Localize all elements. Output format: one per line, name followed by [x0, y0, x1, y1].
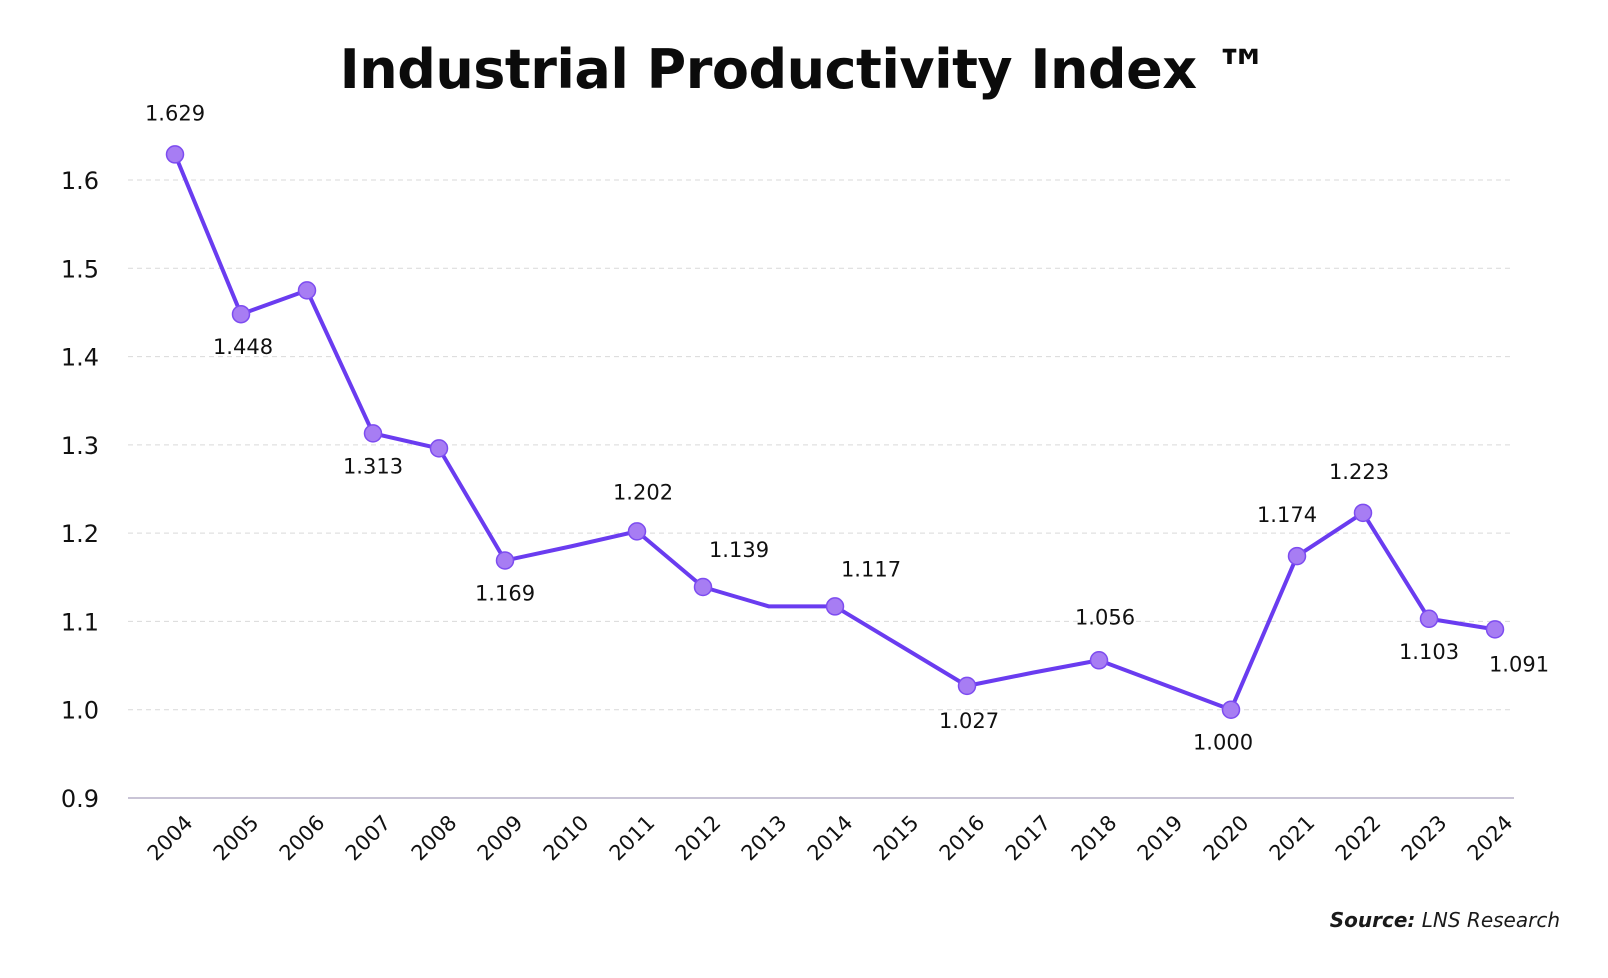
- y-tick-label: 1.6: [61, 167, 99, 195]
- data-label: 1.169: [475, 582, 535, 606]
- y-tick-label: 1.1: [61, 608, 99, 636]
- x-tick-label: 2015: [869, 811, 924, 866]
- x-axis-ticks: 2004 2005 2006 2007 2008 2009 2010 2011 2012 2013…: [143, 811, 1518, 866]
- x-tick-label: 2009: [473, 811, 528, 866]
- data-point: [957, 676, 977, 696]
- y-tick-label: 1.0: [61, 697, 99, 725]
- y-axis-ticks: 1.6 1.5 1.4 1.3 1.2 1.1 1.0 0.9: [61, 167, 99, 813]
- data-point: [363, 424, 383, 443]
- data-label: 1.313: [343, 454, 403, 478]
- x-tick-label: 2004: [143, 811, 198, 866]
- x-tick-label: 2016: [935, 811, 990, 866]
- data-label: 1.117: [841, 557, 901, 581]
- x-tick-label: 2023: [1397, 811, 1452, 866]
- data-point: [1353, 503, 1373, 523]
- x-tick-label: 2019: [1133, 811, 1188, 866]
- x-tick-label: 2020: [1199, 811, 1254, 866]
- data-label: 1.448: [213, 335, 273, 359]
- data-label: 1.223: [1329, 460, 1389, 484]
- x-tick-label: 2021: [1265, 811, 1320, 866]
- data-point: [165, 145, 185, 164]
- x-tick-label: 2007: [341, 811, 396, 866]
- y-tick-label: 1.4: [61, 344, 99, 372]
- x-tick-label: 2010: [539, 811, 594, 866]
- x-tick-label: 2024: [1463, 811, 1518, 866]
- source-text: LNS Research: [1421, 908, 1560, 932]
- data-point: [825, 597, 845, 616]
- data-label: 1.027: [939, 709, 999, 733]
- x-tick-label: 2017: [1001, 811, 1056, 866]
- data-label: 1.139: [709, 538, 769, 562]
- data-points: [165, 145, 1505, 719]
- data-label: 1.103: [1399, 640, 1459, 664]
- y-tick-label: 1.3: [61, 432, 99, 460]
- source-note: Source: LNS Research: [1330, 908, 1560, 932]
- data-point: [495, 551, 515, 570]
- data-point: [297, 281, 317, 300]
- x-tick-label: 2012: [671, 811, 726, 866]
- data-label: 1.202: [613, 480, 673, 504]
- source-label: Source:: [1329, 908, 1416, 932]
- x-tick-label: 2014: [803, 811, 858, 866]
- data-label: 1.629: [145, 101, 205, 125]
- data-label: 1.000: [1193, 731, 1253, 755]
- data-point: [627, 522, 647, 541]
- data-label: 1.056: [1075, 605, 1135, 629]
- x-tick-label: 2005: [209, 811, 264, 866]
- data-labels: 1.629 1.448 1.313 1.169 1.202 1.139 1.117 1.027…: [145, 101, 1549, 754]
- data-label: 1.091: [1489, 652, 1549, 676]
- y-tick-label: 0.9: [61, 785, 99, 813]
- data-label: 1.174: [1257, 503, 1317, 527]
- data-point: [1089, 651, 1109, 670]
- x-tick-label: 2008: [407, 811, 462, 866]
- grid-lines: [128, 179, 1514, 711]
- x-tick-label: 2006: [275, 811, 330, 866]
- chart-title: Industrial Productivity Index ™: [339, 38, 1269, 101]
- x-tick-label: 2018: [1067, 811, 1122, 866]
- data-point: [1221, 700, 1241, 719]
- data-point: [1287, 546, 1307, 566]
- y-tick-label: 1.2: [61, 520, 99, 548]
- data-point: [429, 439, 449, 458]
- x-tick-label: 2022: [1331, 811, 1386, 866]
- data-point: [693, 577, 713, 597]
- data-point: [1485, 620, 1505, 639]
- x-tick-label: 2011: [605, 811, 660, 866]
- x-tick-label: 2013: [737, 811, 792, 866]
- data-point: [1419, 609, 1439, 629]
- y-tick-label: 1.5: [61, 255, 99, 283]
- data-point: [231, 304, 251, 324]
